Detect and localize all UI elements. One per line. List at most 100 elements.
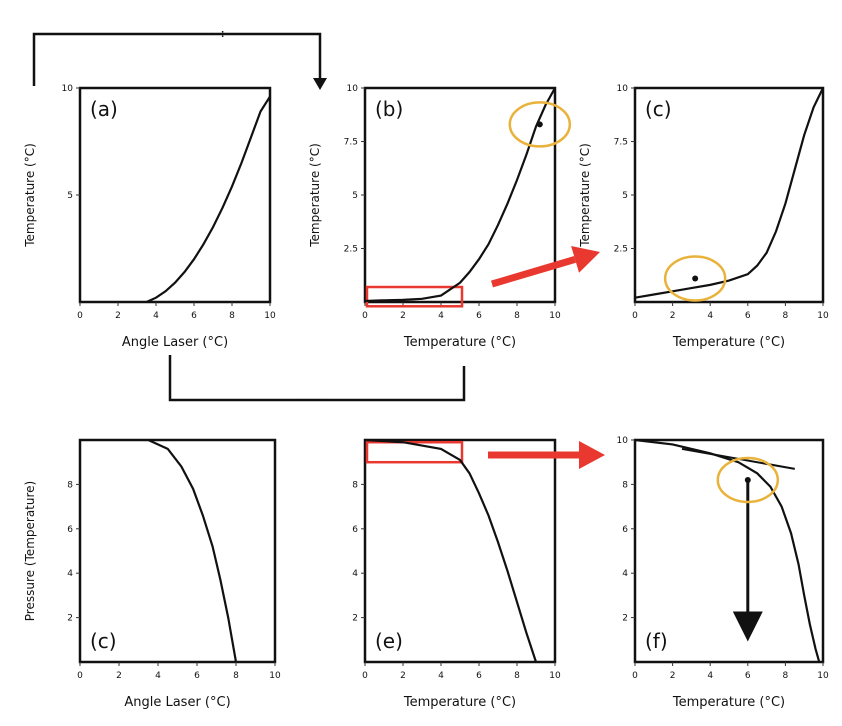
series-line-curve [634, 87, 824, 299]
highlight-circle [716, 456, 780, 504]
y-tick-label: 4 [622, 569, 628, 579]
x-tick-label: 2 [400, 311, 406, 321]
transition-arrow-e-f [488, 441, 605, 469]
x-tick-label: 10 [264, 311, 276, 321]
y-tick-label: 5 [67, 191, 73, 201]
x-tick-label: 0 [362, 671, 368, 681]
x-tick-label: 6 [476, 311, 482, 321]
x-tick-label: 6 [476, 671, 482, 681]
x-tick-label: 10 [817, 671, 829, 681]
x-tick-label: 0 [77, 311, 83, 321]
y-tick-label: 6 [622, 525, 628, 535]
y-axis-label: Pressure (Temperature) [23, 481, 37, 621]
x-tick-label: 8 [783, 671, 789, 681]
x-axis-label: Temperature (°C) [403, 335, 516, 350]
x-tick-label: 10 [817, 311, 829, 321]
panel-label: (e) [375, 629, 403, 653]
y-tick-label: 2.5 [344, 245, 358, 255]
highlight-point [536, 121, 543, 128]
y-tick-label: 8 [67, 480, 73, 490]
plot-frame [363, 86, 557, 304]
x-tick-label: 8 [233, 671, 239, 681]
y-tick-label: 4 [67, 569, 73, 579]
transition-arrow-b-c [491, 245, 600, 288]
highlight-box [365, 285, 464, 308]
x-tick-label: 0 [77, 671, 83, 681]
x-tick-label: 0 [362, 311, 368, 321]
panel-label: (c) [90, 629, 117, 653]
plot-frame [78, 86, 272, 304]
x-tick-label: 8 [229, 311, 235, 321]
panel-label: (b) [375, 97, 403, 121]
x-tick-label: 4 [438, 671, 444, 681]
x-tick-label: 10 [549, 311, 561, 321]
y-tick-label: 4 [352, 569, 358, 579]
highlight-circle [663, 255, 727, 302]
plot-frame [633, 86, 825, 304]
x-axis-label: Angle Laser (°C) [122, 335, 228, 350]
y-tick-label: 10 [62, 84, 74, 94]
series-line-curve [146, 95, 271, 304]
y-tick-label: 8 [622, 480, 628, 490]
series-line-curve [364, 438, 538, 663]
top-connector-label: · ÷ [210, 27, 228, 41]
x-tick-label: 6 [194, 671, 200, 681]
x-tick-label: 4 [155, 671, 161, 681]
mid-connector: · · · · [168, 355, 466, 407]
highlight-box [365, 440, 464, 464]
plot-frame [78, 438, 277, 664]
y-tick-label: 2 [67, 614, 73, 624]
x-tick-label: 10 [269, 671, 281, 681]
highlight-point [744, 476, 751, 483]
y-tick-label: 6 [67, 525, 73, 535]
y-tick-label: 2 [352, 614, 358, 624]
series-line-curve [147, 438, 238, 663]
x-tick-label: 8 [783, 311, 789, 321]
y-tick-label: 8 [352, 480, 358, 490]
x-tick-label: 2 [400, 671, 406, 681]
y-tick-label: 7.5 [614, 138, 628, 148]
panel-d: 0 2 4 6 8 10 2 4 6 8 Angle Laser (°C) Pressure (Tem… [23, 438, 281, 710]
x-tick-label: 6 [745, 671, 751, 681]
mid-connector-label: · · · · [300, 393, 327, 407]
x-tick-label: 6 [191, 311, 197, 321]
highlight-point [692, 275, 699, 282]
y-tick-label: 7.5 [344, 138, 358, 148]
panel-f: 0 2 4 6 8 10 2 4 6 8 10 Temperature (°C) (f) [617, 436, 829, 710]
y-tick-label: 5 [352, 191, 358, 201]
y-tick-label: 5 [622, 191, 628, 201]
y-tick-label: 10 [617, 436, 629, 446]
x-tick-label: 4 [438, 311, 444, 321]
x-axis-label: Temperature (°C) [672, 695, 785, 710]
panel-c: 0 2 4 6 8 10 2.5 5 7.5 10 Temperature (°C) Temperat… [578, 84, 829, 350]
x-tick-label: 2 [670, 671, 676, 681]
panel-e: 0 2 4 6 8 10 2 4 6 8 Temperature (°C) (e) [352, 438, 561, 710]
x-tick-label: 4 [707, 311, 713, 321]
highlight-circle [508, 101, 572, 148]
panel-label: (a) [90, 97, 118, 121]
panel-label: (c) [645, 97, 672, 121]
plot-frame [633, 438, 825, 664]
panel-a: 0 2 4 6 8 10 5 10 Angle Laser (°C) Temperature (°… [23, 84, 276, 350]
top-connector: · ÷ [32, 27, 327, 90]
x-tick-label: 4 [707, 671, 713, 681]
y-axis-label: Temperature (°C) [23, 143, 37, 248]
y-axis-label: Temperature (°C) [308, 143, 322, 248]
y-tick-label: 2.5 [614, 245, 628, 255]
x-tick-label: 0 [632, 671, 638, 681]
x-tick-label: 2 [116, 671, 122, 681]
series-line-curve [364, 87, 556, 303]
x-tick-label: 4 [153, 311, 159, 321]
x-axis-label: Temperature (°C) [672, 335, 785, 350]
x-tick-label: 10 [549, 671, 561, 681]
x-tick-label: 8 [514, 671, 520, 681]
x-tick-label: 6 [745, 311, 751, 321]
x-axis-label: Angle Laser (°C) [124, 695, 230, 710]
y-tick-label: 10 [347, 84, 359, 94]
panel-b: 0 2 4 6 8 10 2.5 5 7.5 10 Temperature (°C) Temperat… [308, 84, 572, 350]
x-tick-label: 8 [514, 311, 520, 321]
y-tick-label: 6 [352, 525, 358, 535]
x-tick-label: 0 [632, 311, 638, 321]
panel-label: (f) [645, 629, 668, 653]
